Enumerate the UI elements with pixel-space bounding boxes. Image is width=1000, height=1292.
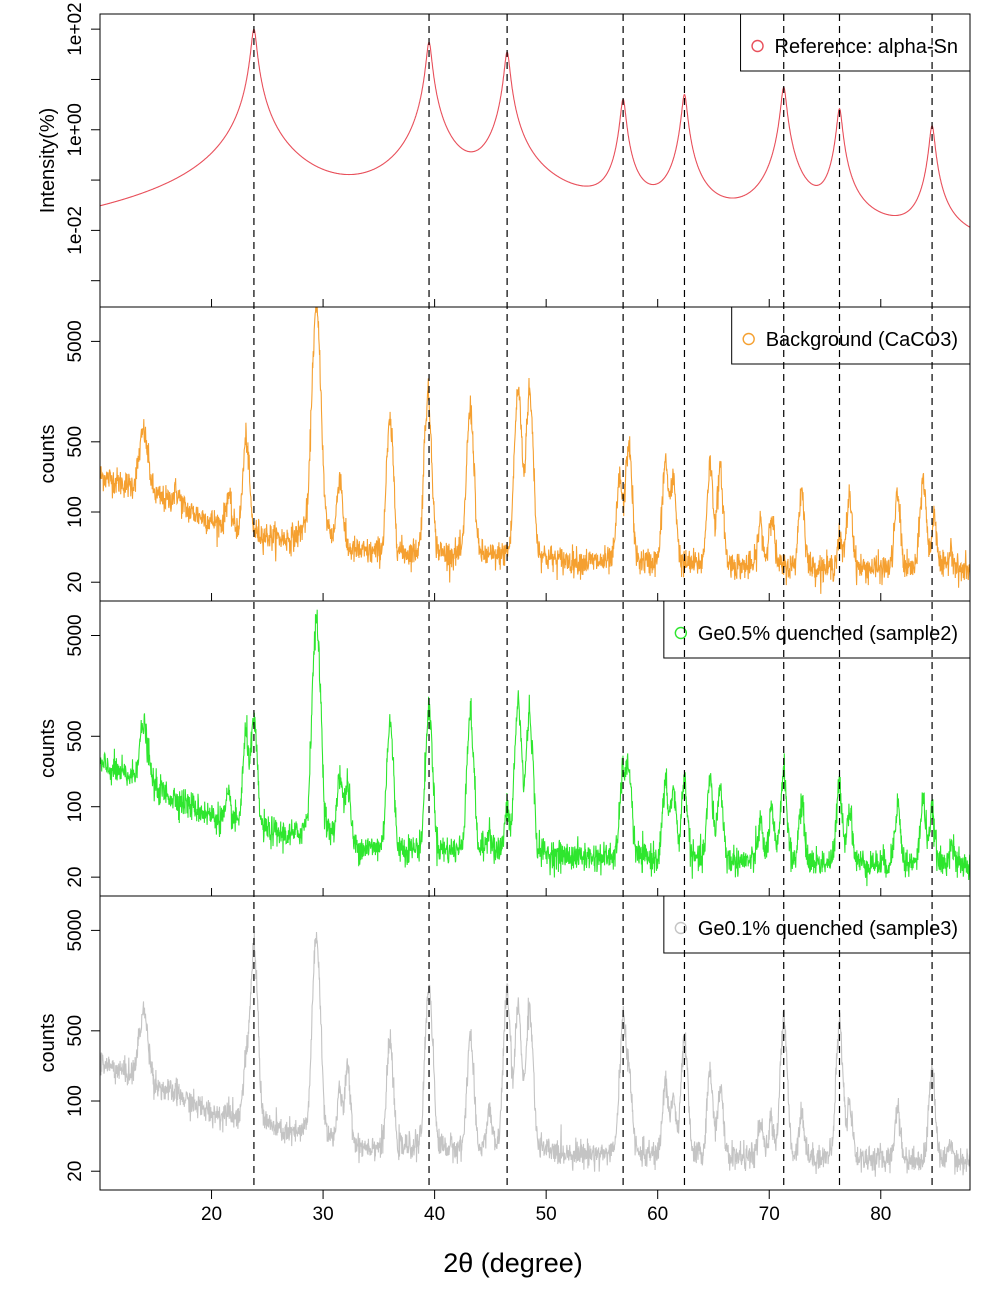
- y-tick-label: 500: [65, 720, 86, 752]
- x-tick-label: 60: [647, 1204, 668, 1225]
- legend-box: [731, 306, 971, 365]
- legend-label: Reference: alpha-Sn: [775, 36, 958, 58]
- x-tick-label: 70: [759, 1204, 780, 1225]
- y-tick-label: 5000: [65, 614, 86, 656]
- y-tick-label: 1e-02: [65, 206, 86, 255]
- reference-dashed-lines: [253, 14, 933, 1190]
- legend-sample2: Ge0.5% quenched (sample2): [663, 600, 971, 659]
- y-axis-label: counts: [37, 1014, 59, 1073]
- y-tick-label: 5000: [65, 320, 86, 362]
- legend-box: [663, 600, 971, 659]
- y-tick-label: 20: [65, 1161, 86, 1182]
- legend-label: Ge0.1% quenched (sample3): [698, 918, 958, 940]
- x-tick-label: 40: [424, 1204, 445, 1225]
- y-axis-label: counts: [37, 719, 59, 778]
- series-line-sample2: [100, 609, 970, 887]
- panel-sample3: 20 100 500 5000 counts Ge0.1% quenched (sampl…: [37, 895, 971, 1191]
- legend-marker: [674, 921, 688, 935]
- legend-marker: [742, 332, 755, 346]
- panel-frame: [99, 895, 971, 1191]
- y-tick-label: 1e+00: [65, 103, 86, 156]
- panels-layer: 1e-02 1e+00 1e+02 Intensity(%) Reference: al…: [37, 2, 971, 1191]
- legend-label: Ge0.5% quenched (sample2): [698, 623, 958, 645]
- panel-background: 20 100 500 5000 counts Background (CaCO3): [37, 306, 971, 602]
- x-tick-label: 20: [201, 1204, 222, 1225]
- legend-marker: [674, 626, 688, 640]
- y-axis-label: Intensity(%): [37, 108, 59, 214]
- series-line-background: [100, 307, 970, 594]
- legend-sample3: Ge0.1% quenched (sample3): [663, 895, 971, 954]
- legend-background: Background (CaCO3): [731, 306, 971, 365]
- y-axis-label: counts: [37, 425, 59, 484]
- y-tick-label: 100: [65, 496, 86, 528]
- legend-box: [663, 895, 971, 954]
- series-line-sample3: [100, 930, 970, 1177]
- x-axis-label: 2θ (degree): [443, 1248, 583, 1278]
- y-tick-label: 100: [65, 791, 86, 823]
- legend-reference: Reference: alpha-Sn: [740, 13, 971, 72]
- x-axis: 20 30 40 50 60 70 80: [201, 299, 891, 1225]
- y-tick-label: 100: [65, 1085, 86, 1117]
- series-line-reference: [100, 28, 970, 228]
- x-tick-label: 80: [870, 1204, 891, 1225]
- y-tick-label: 500: [65, 426, 86, 458]
- legend-label: Background (CaCO3): [766, 329, 958, 351]
- y-tick-label: 1e+02: [65, 2, 86, 55]
- y-tick-label: 500: [65, 1015, 86, 1047]
- panel-reference: 1e-02 1e+00 1e+02 Intensity(%) Reference: al…: [37, 2, 971, 308]
- x-tick-label: 30: [313, 1204, 334, 1225]
- legend-marker: [751, 39, 764, 53]
- panel-sample2: 20 100 500 5000 counts Ge0.5% quenched (sampl…: [37, 600, 971, 897]
- x-tick-label: 50: [536, 1204, 557, 1225]
- y-tick-label: 20: [65, 867, 86, 888]
- y-tick-label: 20: [65, 572, 86, 593]
- y-tick-label: 5000: [65, 909, 86, 951]
